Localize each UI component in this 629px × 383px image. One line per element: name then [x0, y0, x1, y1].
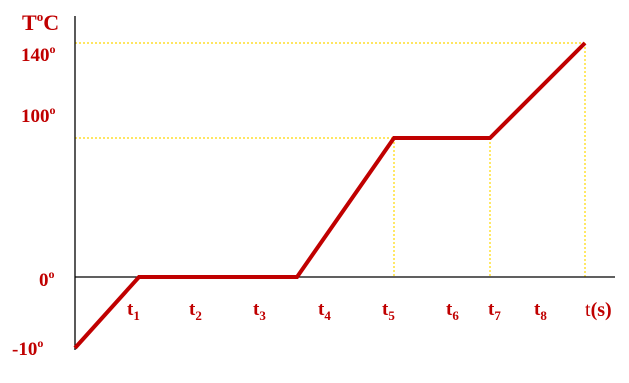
x-axis-title: t(s): [585, 299, 612, 321]
y-tick-value: 0: [39, 270, 49, 291]
x-axis-title-unit: (s): [591, 299, 612, 321]
y-axis-title-base: T: [22, 10, 37, 35]
x-tick-sub: 8: [540, 308, 547, 323]
x-tick-t5: t5: [382, 299, 395, 323]
x-tick-sub: 2: [195, 308, 202, 323]
x-tick-letter: t: [318, 299, 325, 320]
y-tick-100: 100o: [21, 103, 56, 127]
x-tick-sub: 7: [494, 308, 501, 323]
x-tick-t8: t8: [534, 299, 547, 323]
y-tick-value: 100: [21, 106, 50, 127]
y-tick-140: 140o: [21, 42, 56, 66]
data-line: [73, 41, 587, 350]
x-tick-sub: 6: [452, 308, 459, 323]
x-tick-t1: t1: [127, 299, 140, 323]
x-tick-sub: 3: [259, 308, 266, 323]
x-tick-letter: t: [253, 299, 260, 320]
x-tick-letter: t: [534, 299, 541, 320]
y-tick-0: 0o: [39, 267, 55, 291]
y-axis-title-sup: o: [37, 9, 44, 24]
y-tick-degree: o: [37, 336, 43, 350]
y-axis-title: ToC: [22, 9, 59, 35]
x-axis-title-t: t: [585, 299, 591, 321]
x-tick-t4: t4: [318, 299, 331, 323]
x-tick-t6: t6: [446, 299, 459, 323]
x-tick-sub: 4: [324, 308, 331, 323]
guide-lines: [75, 42, 586, 277]
x-tick-letter: t: [189, 299, 196, 320]
y-tick-degree: o: [50, 42, 56, 56]
x-tick-t2: t2: [189, 299, 202, 323]
temperature-line: [73, 41, 587, 350]
x-tick-letter: t: [127, 299, 134, 320]
y-axis-title-unit: C: [43, 10, 59, 35]
y-tick--10: -10o: [12, 336, 43, 360]
x-tick-t3: t3: [253, 299, 266, 323]
x-tick-letter: t: [382, 299, 389, 320]
y-tick-degree: o: [49, 267, 55, 281]
x-tick-t7: t7: [488, 299, 501, 323]
x-tick-letter: t: [446, 299, 453, 320]
y-tick-value: 140: [21, 45, 50, 66]
x-tick-sub: 1: [133, 308, 140, 323]
y-tick-value: -10: [12, 339, 37, 360]
y-tick-degree: o: [50, 103, 56, 117]
x-tick-letter: t: [488, 299, 495, 320]
x-tick-sub: 5: [388, 308, 395, 323]
